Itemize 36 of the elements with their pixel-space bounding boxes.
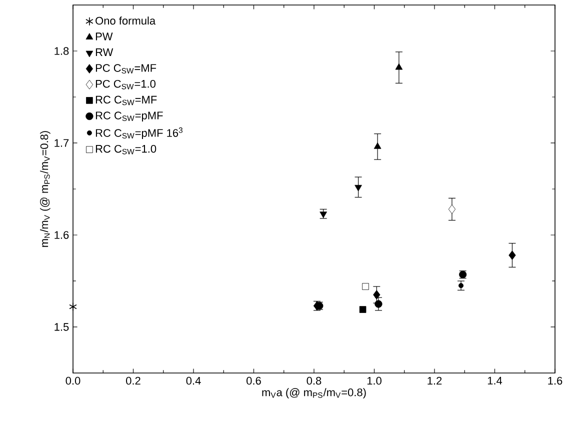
x-tick-label: 0.4 <box>186 376 201 385</box>
point <box>458 283 464 288</box>
point <box>359 306 366 313</box>
point <box>320 212 328 218</box>
legend-label: RC C$_{SW}$=pMF <box>96 112 163 122</box>
legend-label: PC C$_{SW}$=MF <box>96 64 156 74</box>
legend-label: RC C$_{SW}$=pMF 16$^{3}$ <box>96 127 182 140</box>
point <box>362 283 369 290</box>
point <box>374 142 382 149</box>
x-tick-label: 0.8 <box>306 376 322 385</box>
x-axis-title: m$_{V}$a (@ m$_{PS}$/m$_{V}$=0.8) <box>262 388 366 398</box>
x-tick-label: 1.4 <box>488 376 502 384</box>
point <box>69 302 77 312</box>
point <box>374 300 382 308</box>
x-tick-label: 1.2 <box>428 376 442 385</box>
y-tick-label: 1.5 <box>54 323 69 331</box>
legend-label: Ono formula <box>96 16 156 25</box>
point <box>395 63 403 70</box>
x-tick-label: 1.0 <box>367 376 382 385</box>
point <box>508 250 516 260</box>
legend-label: PC C$_{SW}$=1.0 <box>96 80 156 90</box>
point <box>448 204 456 214</box>
x-tick-label: 1.6 <box>548 376 562 385</box>
y-tick-label: 1.6 <box>54 231 69 239</box>
point <box>373 290 380 300</box>
x-tick-label: 0.6 <box>246 376 261 385</box>
x-tick-label: 0.2 <box>126 376 140 385</box>
point <box>354 184 362 192</box>
legend-label: RW <box>96 48 114 56</box>
legend-label: RC C$_{SW}$=1.0 <box>96 144 156 154</box>
legend-label: PW <box>96 32 113 40</box>
text: m$_{N}$/m$_{V}$ (@ m$_{PS}$/m$_{V}$=0.8) <box>40 131 50 247</box>
legend-label: RC C$_{SW}$=MF <box>96 96 157 106</box>
y-tick-label: 1.7 <box>54 139 69 147</box>
y-tick-label: 1.8 <box>54 47 69 55</box>
x-tick-label: 0.0 <box>66 376 80 385</box>
